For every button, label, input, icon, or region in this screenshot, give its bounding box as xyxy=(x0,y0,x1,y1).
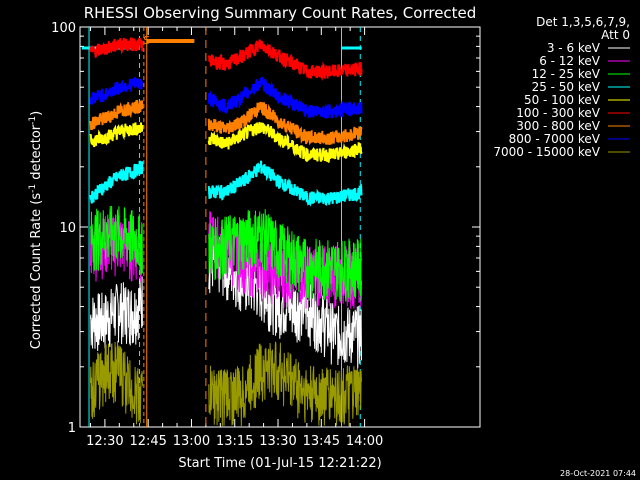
y-axis-label: Corrected Count Rate (s-1 detector-1) xyxy=(28,111,44,349)
series-trace xyxy=(89,122,144,148)
legend-label: 12 - 25 keV xyxy=(532,67,601,81)
series-trace xyxy=(207,76,363,119)
legend-label: 6 - 12 keV xyxy=(539,54,601,68)
legend-label: 50 - 100 keV xyxy=(524,93,601,107)
x-tick-label: 13:30 xyxy=(259,434,296,449)
chart-title: RHESSI Observing Summary Count Rates, Co… xyxy=(84,4,477,22)
series-12-25-keV xyxy=(90,205,362,302)
x-tick-label: 13:15 xyxy=(216,434,253,449)
series-trace xyxy=(89,37,144,58)
legend-label: 300 - 800 keV xyxy=(516,119,600,133)
series-trace xyxy=(207,160,363,207)
series-trace xyxy=(90,340,143,425)
series-trace xyxy=(207,101,363,146)
y-tick-label: 10 xyxy=(59,221,76,236)
series-trace xyxy=(90,276,143,352)
attenuator-label: Att 0 xyxy=(601,28,630,42)
legend-label: 100 - 300 keV xyxy=(516,106,600,120)
x-tick-label: 12:45 xyxy=(129,434,166,449)
y-tick-label: 1 xyxy=(68,421,76,436)
series-trace xyxy=(90,205,143,275)
series-trace xyxy=(208,235,362,369)
x-axis-label: Start Time (01-Jul-15 12:21:22) xyxy=(178,456,381,471)
series-trace xyxy=(207,39,363,82)
series-50-100-keV xyxy=(89,121,363,164)
series-100-300-keV xyxy=(89,37,363,82)
series-300-800-keV xyxy=(89,99,363,146)
series-trace xyxy=(89,77,144,105)
detector-label: Det 1,3,5,6,7,9, xyxy=(536,15,630,29)
x-tick-label: 12:30 xyxy=(86,434,123,449)
series-trace xyxy=(207,121,363,164)
series-trace xyxy=(89,160,144,204)
series-trace xyxy=(208,209,362,302)
plot-area: 1 10 100 12:30 12:45 13:00 13:15 13:30 13:45 14:0… xyxy=(51,21,481,449)
series-trace xyxy=(89,99,144,131)
saa-flag: S xyxy=(143,34,150,47)
y-tick-label: 100 xyxy=(51,21,76,36)
series-800-7000-keV xyxy=(89,76,363,119)
legend-label: 800 - 7000 keV xyxy=(509,132,601,146)
legend-label: 3 - 6 keV xyxy=(547,41,601,55)
x-tick-label: 14:00 xyxy=(346,434,383,449)
series-trace xyxy=(208,341,362,427)
x-tick-label: 13:45 xyxy=(303,434,340,449)
series-7000-15000-keV xyxy=(90,340,362,427)
series-3-6-keV xyxy=(90,235,362,369)
legend-label: 7000 - 15000 keV xyxy=(493,145,600,159)
series-25-50-keV xyxy=(89,160,363,207)
x-tick-label: 13:00 xyxy=(173,434,210,449)
legend-label: 25 - 50 keV xyxy=(532,80,601,94)
timestamp: 28-Oct-2021 07:44 xyxy=(560,469,636,478)
